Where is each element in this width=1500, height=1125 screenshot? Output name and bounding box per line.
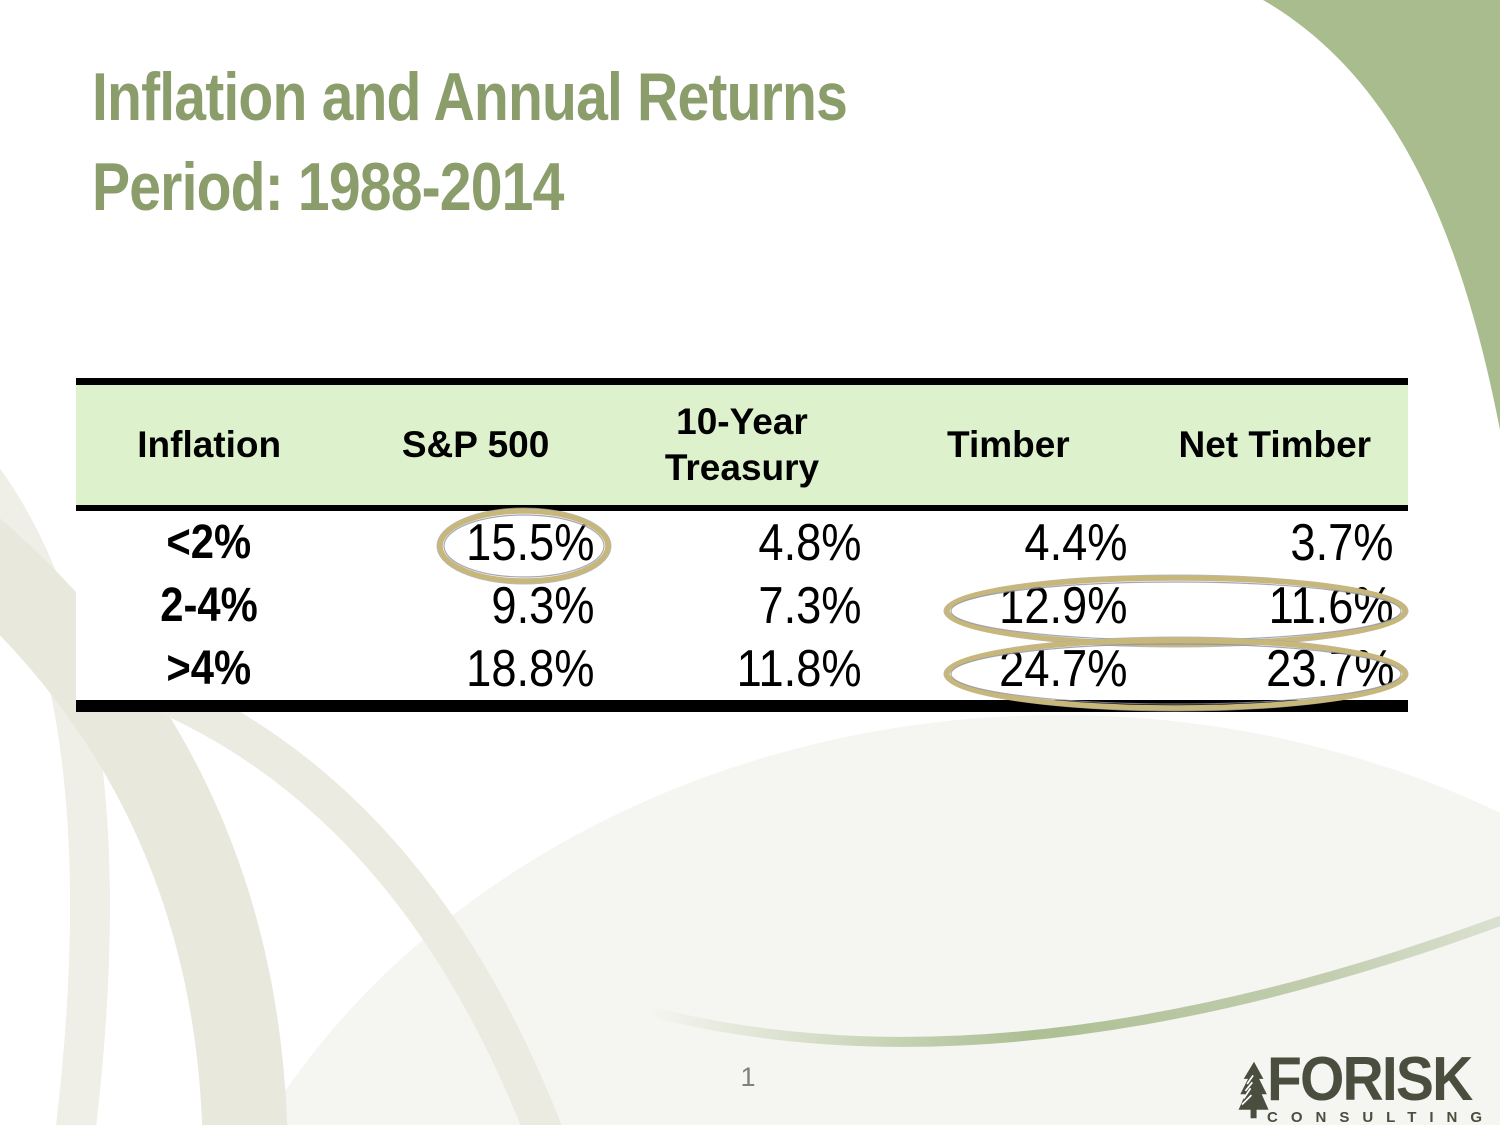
left-swirl-band-main [0, 518, 288, 1125]
row-label: >4% [166, 642, 252, 695]
column-header-sp500: S&P 500 [342, 381, 609, 511]
bottom-green-crescent [643, 916, 1500, 1047]
inflation-returns-table: Inflation S&P 500 10-Year Treasury Timbe… [76, 378, 1408, 712]
slide-title-line2: Period: 1988-2014 [92, 149, 564, 225]
logo-text: FORISK CONSULTING [1267, 1045, 1496, 1125]
row-label: <2% [166, 516, 252, 569]
table-row: 2-4% 9.3% 7.3% 12.9% 11.6% [76, 574, 1408, 637]
forisk-logo: FORISK CONSULTING [1236, 1045, 1496, 1125]
column-header-timber: Timber [875, 381, 1142, 511]
column-header-net-timber: Net Timber [1141, 381, 1408, 511]
table-row: <2% 15.5% 4.8% 4.4% 3.7% [76, 508, 1408, 574]
top-right-corner-accent [1263, 0, 1500, 430]
bottom-light-fill-shape [263, 715, 1500, 1125]
cell-net-timber: 11.6% [1269, 576, 1394, 635]
cell-sp500: 9.3% [491, 576, 595, 635]
cell-timber: 12.9% [999, 576, 1128, 635]
table-row: >4% 18.8% 11.8% 24.7% 23.7% [76, 637, 1408, 706]
cell-sp500: 15.5% [466, 513, 595, 572]
cell-timber: 24.7% [999, 639, 1128, 698]
slide-title-line1: Inflation and Annual Returns [92, 59, 848, 135]
cell-net-timber: 3.7% [1290, 513, 1394, 572]
column-header-treasury: 10-Year Treasury [608, 381, 876, 511]
column-header-inflation: Inflation [76, 381, 343, 511]
pine-tree-icon [1238, 1061, 1269, 1119]
cell-sp500: 18.8% [466, 639, 595, 698]
page-number: 1 [740, 1062, 756, 1092]
cell-treasury: 7.3% [758, 576, 862, 635]
cell-treasury: 11.8% [736, 639, 862, 698]
table-header: Inflation S&P 500 10-Year Treasury Timbe… [76, 381, 1408, 511]
cell-net-timber: 23.7% [1265, 639, 1394, 698]
row-label: 2-4% [160, 579, 258, 632]
cell-timber: 4.4% [1024, 513, 1128, 572]
slide-title: Inflation and Annual Returns Period: 198… [92, 52, 848, 232]
cell-treasury: 4.8% [758, 513, 862, 572]
left-swirl-band-inner [147, 672, 562, 1125]
logo-brand: FORISK [1267, 1045, 1473, 1114]
logo-tagline: CONSULTING [1267, 1109, 1496, 1125]
table-body: <2% 15.5% 4.8% 4.4% 3.7% 2-4% 9.3% 7.3% … [76, 508, 1408, 706]
